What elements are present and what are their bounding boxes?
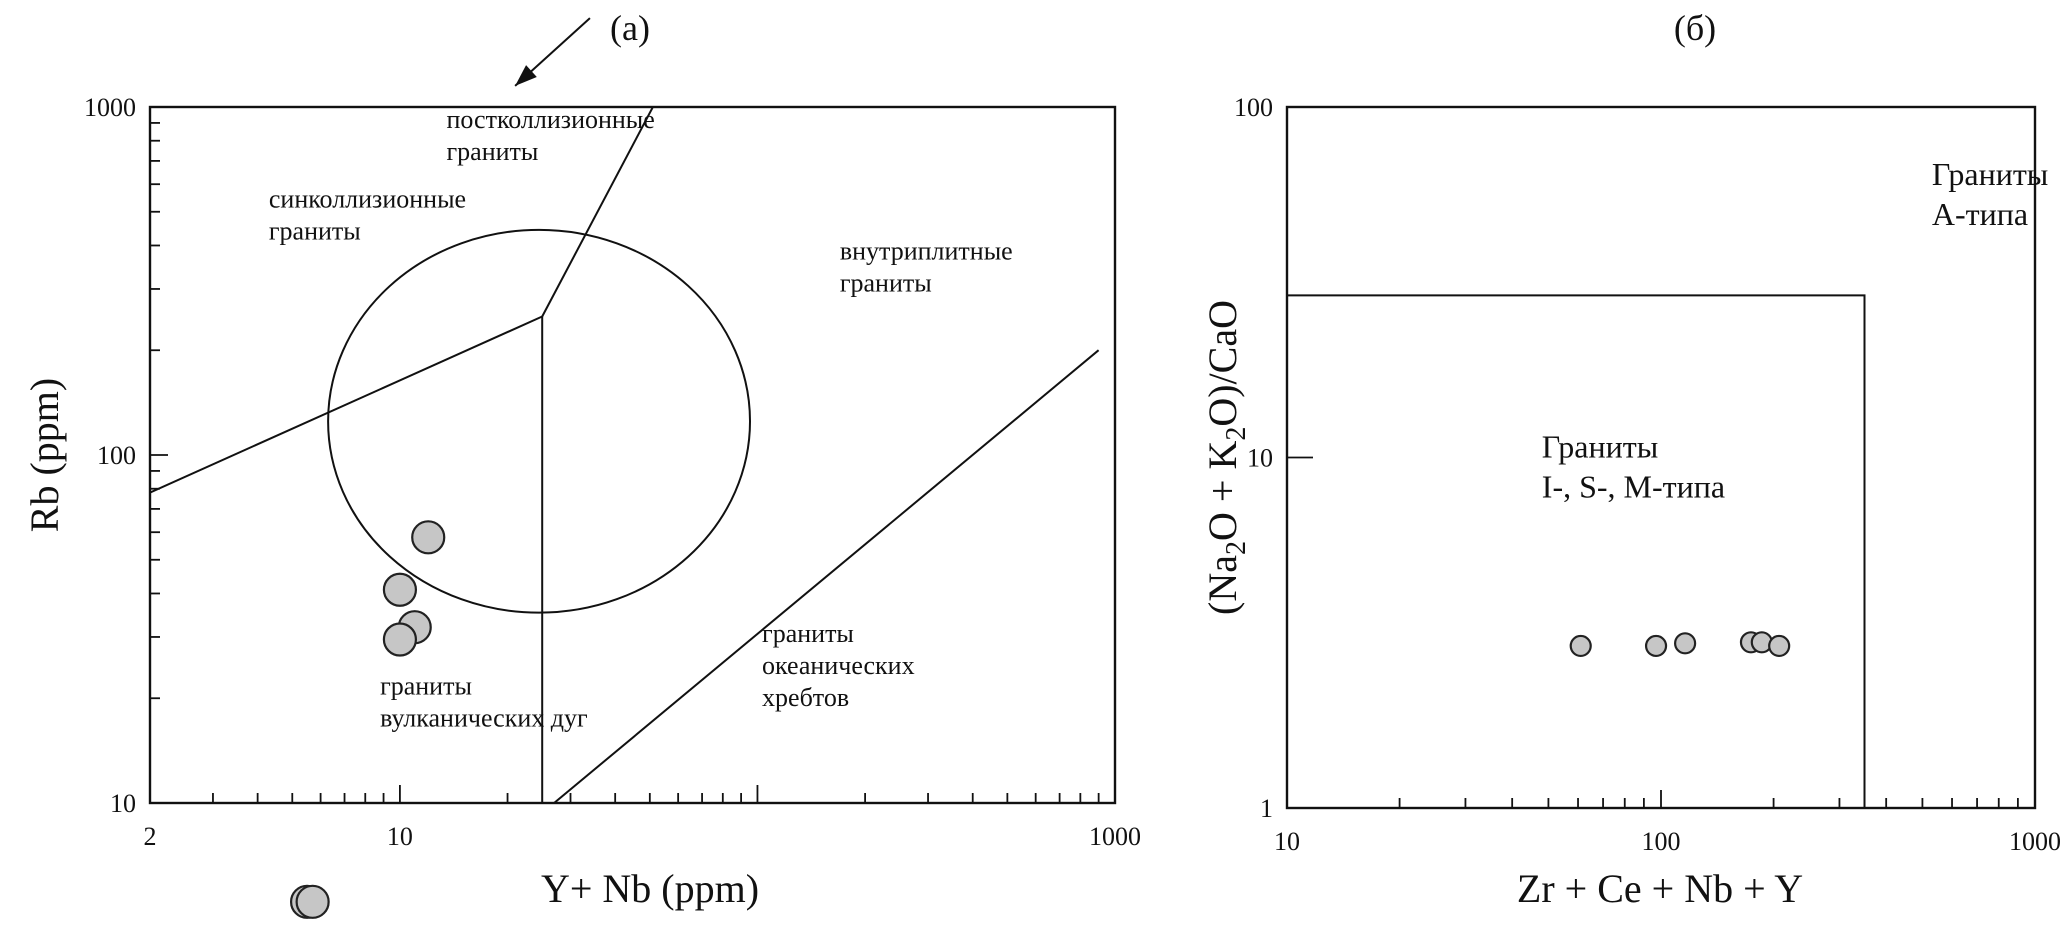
panel-b-data-point: [1644, 634, 1668, 658]
panel-b-x-tick-label: 1000: [2009, 827, 2061, 856]
panel-a-region-label: граниты: [380, 672, 472, 701]
panel-a-x-axis-label: Y+ Nb (ppm): [541, 866, 759, 911]
panel-b-data-point: [1768, 634, 1791, 658]
panel-a-rb-vs-y-nb: (а) Y+ Nb (ppm) Rb (ppm) 2 10 1000 10 100 100…: [22, 8, 1141, 919]
panel-a-region-label: граниты: [762, 619, 854, 648]
panel-a-x-tick-label: 10: [387, 822, 413, 851]
panel-b-x-tick-label: 10: [1274, 827, 1300, 856]
panel-b-y-label-part: O + K: [1200, 441, 1245, 541]
panel-a-y-tick-label: 1000: [84, 93, 136, 122]
panel-b-plot-frame: [1285, 105, 2037, 810]
panel-a-arrow-head: [515, 65, 537, 86]
panel-b-region-label: Граниты: [1542, 429, 1658, 465]
panel-a-region-label: синколлизионные: [269, 184, 466, 213]
panel-a-y-tick-label: 10: [110, 789, 136, 818]
panel-b-y-tick-label: 10: [1247, 444, 1273, 473]
panel-a-y-axis-label: Rb (ppm): [22, 378, 67, 532]
panel-a-data-point: [382, 622, 418, 657]
panel-b-region-label: А-типа: [1932, 196, 2028, 232]
panel-a-data-point: [411, 520, 446, 555]
panel-a-y-tick-label: 100: [97, 441, 136, 470]
panel-b-y-label-part: O)/CaO: [1200, 300, 1245, 427]
panel-b-y-tick-label: 100: [1234, 93, 1273, 122]
panel-a-title: (а): [610, 8, 650, 48]
panel-b-region-label: Граниты: [1932, 156, 2048, 192]
panel-a-region-label: океанических: [762, 651, 915, 680]
panel-b-y-label-part: (Na: [1200, 555, 1245, 615]
panel-a-x-tick-label: 2: [144, 822, 157, 851]
panel-a-region-label: постколлизионные: [447, 105, 655, 134]
panel-a-x-tick-label: 1000: [1089, 822, 1141, 851]
panel-b-data-point: [1674, 632, 1697, 655]
panel-b-title: (б): [1674, 8, 1716, 48]
panel-a-region-label: граниты: [269, 216, 361, 245]
panel-b-region-label: I-, S-, М-типа: [1542, 469, 1725, 505]
panel-b-y-label-subscript: 2: [1221, 427, 1252, 441]
panel-b-y-tick-label: 1: [1260, 794, 1273, 823]
panel-b-x-axis-label: Zr + Ce + Nb + Y: [1517, 866, 1803, 911]
panel-a-boundary-line: [150, 315, 543, 494]
panel-b-boundary-line: [1287, 294, 1866, 808]
panel-a-region-label: вулканических дуг: [380, 704, 588, 733]
panel-b-y-label-subscript: 2: [1221, 541, 1252, 555]
panel-a-data-point: [382, 572, 418, 607]
panel-b-x-tick-label: 100: [1642, 827, 1681, 856]
panel-b-data-point: [1569, 634, 1592, 658]
panel-a-boundary-line: [553, 349, 1100, 803]
panel-a-region-label: граниты: [840, 268, 932, 297]
panel-a-data-point-outside: [295, 884, 330, 919]
panel-a-region-label: граниты: [447, 137, 539, 166]
panel-a-region-label: хребтов: [762, 683, 849, 712]
panel-a-boundary-line: [541, 107, 655, 317]
panel-a-region-label: внутриплитные: [840, 236, 1013, 265]
panel-b-na2o-k2o-cao-vs-zr-ce-nb-y: (б) Zr + Ce + Nb + Y (Na2O + K2O)/CaO 10…: [1200, 8, 2061, 911]
panel-b-y-axis-label: (Na2O + K2O)/CaO: [1200, 300, 1252, 615]
panel-a-boundary-ellipse: [327, 228, 752, 614]
